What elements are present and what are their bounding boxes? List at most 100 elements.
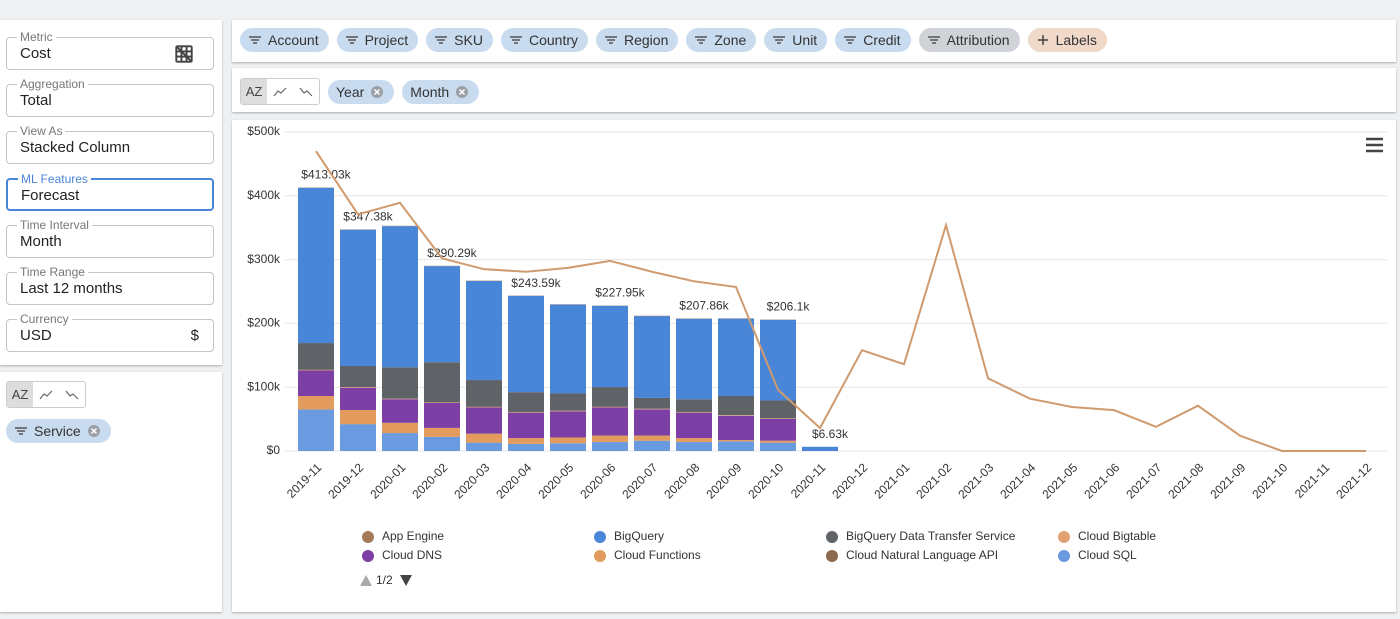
chip-label: Country — [528, 32, 578, 48]
legend-label[interactable]: Cloud SQL — [1078, 548, 1137, 562]
sort-asc[interactable] — [33, 382, 59, 407]
chip-label: Zone — [714, 32, 747, 48]
bar-segment — [298, 370, 334, 397]
legend-prev[interactable] — [360, 575, 372, 586]
field-value: USD — [20, 327, 52, 344]
bar-segment — [676, 411, 712, 413]
x-tick-label: 2020-03 — [451, 460, 492, 501]
field-label: Currency — [17, 312, 72, 326]
x-tick-label: 2020-05 — [535, 460, 576, 501]
filter-icon — [773, 36, 786, 44]
sort-alpha[interactable]: AZ — [241, 79, 267, 104]
up-icon — [273, 87, 287, 96]
x-tick-label: 2021-08 — [1165, 460, 1206, 501]
sort-alpha[interactable]: AZ — [7, 382, 33, 407]
chip[interactable]: Unit — [764, 28, 828, 52]
sort-desc[interactable] — [59, 382, 85, 407]
group-card: AZ Service — [0, 372, 222, 612]
chip-label: Unit — [792, 32, 818, 48]
legend-label[interactable]: BigQuery Data Transfer Service — [846, 529, 1016, 543]
chip-label: Month — [410, 83, 450, 100]
bar-segment — [550, 393, 586, 411]
chip[interactable]: Country — [500, 28, 588, 52]
bar-segment — [508, 412, 544, 439]
bar-segment — [718, 441, 754, 451]
chip[interactable]: Account — [240, 28, 329, 52]
bar-segment — [298, 343, 334, 370]
x-tick-label: 2021-11 — [1292, 460, 1333, 501]
filter-icon — [927, 36, 940, 44]
sort-desc[interactable] — [293, 79, 319, 104]
y-tick-label: $100k — [247, 379, 281, 393]
select-field[interactable]: Time Interval Month — [6, 218, 214, 258]
select-field[interactable]: ML Features Forecast — [6, 172, 214, 211]
down-icon — [299, 87, 313, 96]
legend-swatch — [362, 550, 374, 562]
bar-segment — [760, 418, 796, 441]
remove-icon — [456, 85, 469, 98]
legend-label[interactable]: BigQuery — [614, 529, 664, 543]
x-tick-label: 2019-11 — [284, 460, 325, 501]
total-label: $413.03k — [301, 168, 351, 182]
menu-icon[interactable] — [1366, 137, 1383, 153]
x-tick-label: 2021-05 — [1039, 460, 1080, 501]
select-field[interactable]: Aggregation Total — [6, 77, 214, 117]
chip[interactable]: Zone — [686, 28, 757, 52]
chip[interactable]: Attribution — [918, 28, 1020, 52]
y-tick-label: $300k — [247, 252, 281, 266]
legend-label[interactable]: Cloud Natural Language API — [846, 548, 998, 562]
bar-segment — [676, 438, 712, 442]
x-tick-label: 2021-02 — [913, 460, 954, 501]
total-label: $227.95k — [595, 286, 645, 300]
bar-segment — [550, 411, 586, 438]
bar-segment — [382, 367, 418, 399]
legend-label[interactable]: App Engine — [382, 529, 444, 543]
select-field[interactable]: Time Range Last 12 months — [6, 265, 214, 305]
chip[interactable]: Labels — [1027, 28, 1107, 52]
legend-swatch — [594, 531, 606, 543]
bar-segment — [592, 407, 628, 436]
legend-label[interactable]: Cloud Functions — [614, 548, 701, 562]
x-tick-label: 2020-06 — [577, 460, 618, 501]
field-value: Month — [20, 233, 62, 250]
chip[interactable]: Month — [402, 79, 480, 104]
sort-asc[interactable] — [267, 79, 293, 104]
sort-group: AZ — [240, 78, 320, 105]
select-field[interactable]: Currency USD $ — [6, 312, 214, 352]
legend-next[interactable] — [400, 575, 412, 586]
chip[interactable]: Service — [6, 419, 111, 443]
chip[interactable]: Region — [596, 28, 679, 52]
legend-swatch — [1058, 550, 1070, 562]
select-field[interactable]: Metric Cost — [6, 30, 214, 70]
bar-segment — [760, 442, 796, 451]
bar-segment — [550, 437, 586, 444]
x-tick-label: 2021-10 — [1249, 460, 1290, 501]
bar-segment — [466, 442, 502, 451]
bar-segment — [760, 400, 796, 419]
field-value: Stacked Column — [20, 139, 131, 156]
field-value: Cost — [20, 45, 51, 62]
chip[interactable]: SKU — [426, 28, 493, 52]
bar-segment — [424, 436, 460, 451]
chip[interactable]: Year — [328, 79, 395, 104]
chip-label: Credit — [863, 32, 901, 48]
filter-card: Account Project SKU Country Region Zone Unit Cr… — [232, 20, 1396, 62]
x-tick-label: 2019-12 — [325, 460, 366, 501]
down-icon — [65, 390, 79, 399]
legend-label[interactable]: Cloud DNS — [382, 548, 442, 562]
x-tick-label: 2020-01 — [367, 460, 408, 501]
x-tick-label: 2021-06 — [1081, 460, 1122, 501]
legend-swatch — [1058, 531, 1070, 543]
legend-label[interactable]: Cloud Bigtable — [1078, 529, 1156, 543]
bar-segment — [340, 366, 376, 388]
chip[interactable]: Project — [336, 28, 419, 52]
bar-segment — [634, 316, 670, 398]
remove-icon — [371, 85, 384, 98]
bar-segment — [802, 446, 838, 451]
x-tick-label: 2021-03 — [955, 460, 996, 501]
chip[interactable]: Credit — [835, 28, 911, 52]
select-field[interactable]: View As Stacked Column — [6, 124, 214, 164]
x-tick-label: 2020-08 — [661, 460, 702, 501]
y-tick-label: $500k — [247, 124, 281, 138]
